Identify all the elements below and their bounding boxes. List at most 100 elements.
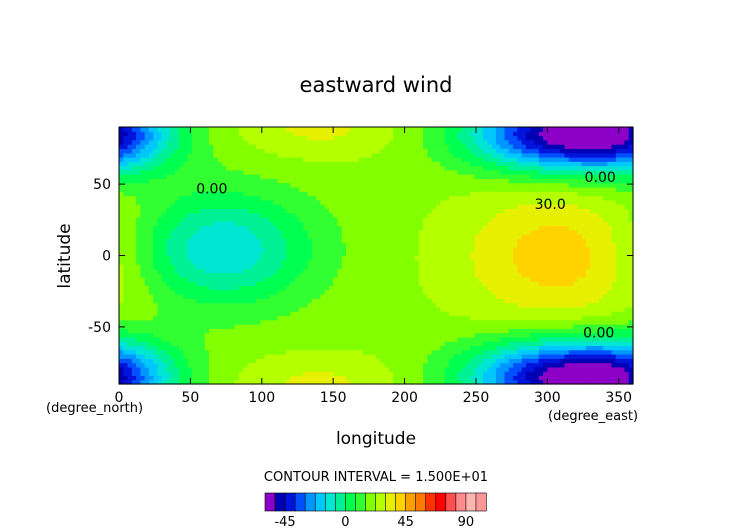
field-cell bbox=[119, 191, 124, 197]
field-cell bbox=[148, 354, 154, 359]
field-cell bbox=[196, 294, 201, 299]
field-cell bbox=[166, 216, 171, 222]
field-cell bbox=[298, 298, 304, 304]
field-cell bbox=[350, 285, 356, 291]
field-cell bbox=[268, 204, 274, 209]
field-cell bbox=[290, 375, 296, 381]
field-cell bbox=[208, 259, 214, 265]
field-cell bbox=[397, 204, 403, 209]
field-cell bbox=[453, 182, 458, 188]
field-cell bbox=[393, 152, 399, 158]
field-cell bbox=[435, 182, 441, 188]
field-cell bbox=[311, 178, 317, 184]
field-cell bbox=[157, 186, 163, 192]
field-cell bbox=[320, 191, 326, 197]
field-cell bbox=[320, 268, 326, 274]
field-cell bbox=[384, 324, 390, 329]
field-cell bbox=[131, 161, 137, 167]
field-cell bbox=[465, 221, 471, 227]
field-cell bbox=[238, 199, 244, 205]
field-cell bbox=[414, 349, 420, 355]
field-cell bbox=[384, 341, 390, 347]
field-cell bbox=[273, 127, 279, 132]
field-cell bbox=[294, 285, 300, 291]
field-cell bbox=[183, 294, 189, 299]
field-cell bbox=[213, 289, 219, 295]
field-cell bbox=[230, 199, 236, 205]
field-cell bbox=[119, 319, 124, 325]
field-cell bbox=[311, 174, 317, 179]
field-cell bbox=[363, 204, 369, 209]
field-cell bbox=[161, 152, 167, 158]
field-cell bbox=[350, 371, 356, 377]
field-cell bbox=[388, 208, 394, 214]
field-cell bbox=[234, 135, 240, 141]
field-cell bbox=[444, 199, 450, 205]
field-cell bbox=[243, 349, 249, 355]
field-cell bbox=[307, 216, 313, 222]
field-cell bbox=[453, 229, 458, 235]
field-cell bbox=[298, 294, 304, 299]
field-cell bbox=[354, 216, 360, 222]
field-cell bbox=[470, 246, 476, 252]
field-cell bbox=[153, 234, 159, 239]
field-cell bbox=[277, 161, 283, 167]
field-cell bbox=[465, 199, 471, 205]
field-cell bbox=[341, 366, 347, 372]
field-cell bbox=[358, 255, 364, 261]
field-cell bbox=[388, 336, 394, 342]
field-cell bbox=[144, 268, 150, 274]
field-cell bbox=[260, 169, 266, 175]
field-cell bbox=[448, 148, 454, 154]
field-cell bbox=[170, 281, 176, 287]
field-cell bbox=[187, 306, 193, 312]
field-cell bbox=[148, 362, 154, 368]
field-cell bbox=[281, 276, 287, 282]
field-cell bbox=[410, 161, 416, 167]
field-cell bbox=[303, 174, 309, 179]
field-cell bbox=[230, 225, 236, 231]
field-cell bbox=[363, 345, 369, 351]
field-cell bbox=[161, 319, 167, 325]
field-cell bbox=[208, 281, 214, 287]
field-cell bbox=[208, 319, 214, 325]
field-cell bbox=[174, 161, 180, 167]
field-cell bbox=[388, 156, 394, 162]
field-cell bbox=[303, 366, 309, 372]
field-cell bbox=[191, 225, 197, 231]
field-cell bbox=[294, 255, 300, 261]
field-cell bbox=[414, 272, 420, 278]
field-cell bbox=[414, 362, 420, 368]
field-cell bbox=[204, 242, 210, 248]
field-cell bbox=[470, 341, 476, 347]
field-cell bbox=[363, 281, 369, 287]
field-cell bbox=[230, 229, 236, 235]
field-cell bbox=[238, 225, 244, 231]
field-cell bbox=[298, 229, 304, 235]
field-cell bbox=[448, 281, 454, 287]
field-cell bbox=[448, 204, 454, 209]
field-cell bbox=[418, 135, 424, 141]
field-cell bbox=[307, 174, 313, 179]
field-cell bbox=[307, 182, 313, 188]
field-cell bbox=[127, 169, 133, 175]
field-cell bbox=[247, 272, 253, 278]
field-cell bbox=[187, 328, 193, 334]
field-cell bbox=[166, 358, 171, 364]
field-cell bbox=[217, 195, 223, 201]
field-cell bbox=[256, 225, 261, 231]
field-cell bbox=[354, 315, 360, 321]
field-cell bbox=[423, 268, 428, 274]
field-cell bbox=[363, 285, 369, 291]
field-cell bbox=[217, 148, 223, 154]
field-cell bbox=[213, 349, 219, 355]
field-cell bbox=[397, 289, 403, 295]
field-cell bbox=[367, 259, 373, 265]
field-cell bbox=[166, 174, 171, 179]
field-cell bbox=[166, 229, 171, 235]
field-cell bbox=[431, 225, 437, 231]
field-cell bbox=[140, 234, 146, 239]
field-cell bbox=[405, 139, 411, 145]
field-cell bbox=[148, 276, 154, 282]
field-cell bbox=[286, 199, 291, 205]
